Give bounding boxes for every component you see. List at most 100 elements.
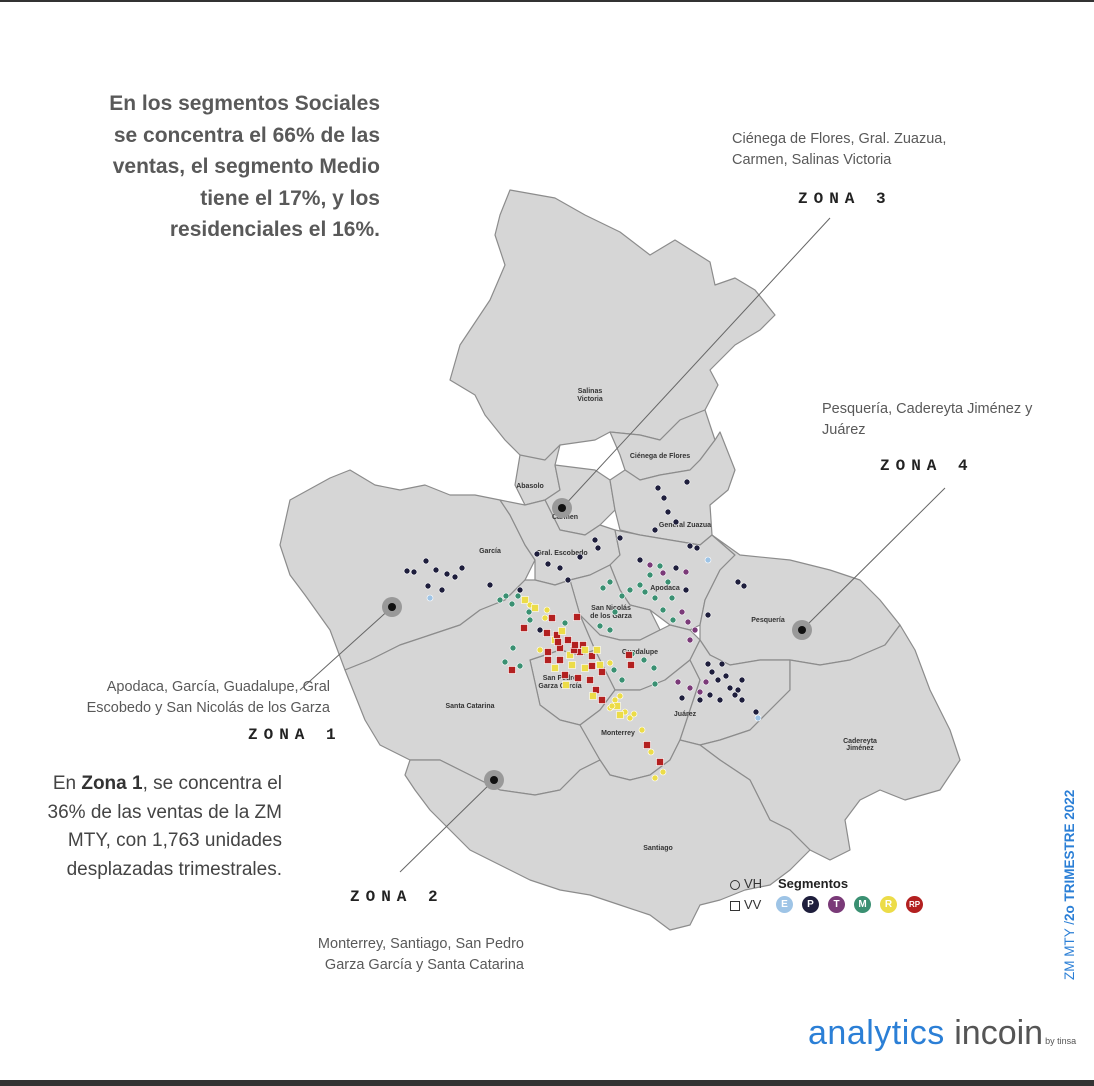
- sale-point: [581, 646, 589, 654]
- logo-part: incoin: [944, 1014, 1044, 1052]
- sale-point: [521, 596, 529, 604]
- sale-point: [636, 556, 644, 564]
- sale-point: [422, 557, 430, 565]
- sale-point: [525, 608, 533, 616]
- zone1-desc-line: Apodaca, García, Guadalupe, Gral: [106, 679, 330, 695]
- sale-point: [564, 636, 572, 644]
- sale-point: [616, 692, 624, 700]
- bottom-rule: [0, 1080, 1094, 1086]
- label-santa-catarina: Santa Catarina: [445, 703, 494, 710]
- sale-point: [586, 676, 594, 684]
- zone-pointers: [299, 217, 946, 873]
- sale-point: [458, 564, 466, 572]
- sale-point: [536, 626, 544, 634]
- sale-point: [672, 518, 680, 526]
- sale-point: [660, 494, 668, 502]
- zone2-marker-dot: [490, 776, 498, 784]
- sale-point: [606, 659, 614, 667]
- zone1-marker-dot: [388, 603, 396, 611]
- zone4-desc-line: Pesquería, Cadereyta Jiménez y: [822, 401, 1033, 417]
- headline-line: tiene el 17%, y los: [200, 186, 380, 210]
- sale-point: [611, 696, 619, 704]
- sale-point: [616, 534, 624, 542]
- sale-point: [581, 664, 589, 672]
- sale-point: [646, 561, 654, 569]
- label-guadalupe: Guadalupe: [622, 649, 658, 656]
- sale-point: [548, 614, 556, 622]
- zone2-label: ZONA 2: [350, 888, 444, 906]
- sale-point: [682, 568, 690, 576]
- segment-badge-e: E: [776, 896, 793, 913]
- sale-point: [693, 544, 701, 552]
- sale-point: [683, 478, 691, 486]
- sale-point: [554, 638, 562, 646]
- sale-point: [531, 604, 539, 612]
- sale-point: [659, 606, 667, 614]
- sale-point: [659, 569, 667, 577]
- label-abasolo: Abasolo: [516, 483, 544, 490]
- sale-point: [704, 611, 712, 619]
- sale-point: [544, 656, 552, 664]
- sale-point: [608, 702, 616, 710]
- sale-point: [734, 578, 742, 586]
- sale-point: [702, 678, 710, 686]
- sale-point: [571, 641, 579, 649]
- sale-point: [561, 619, 569, 627]
- analytics-incoin-logo: analytics incoin by tinsa: [808, 1014, 1076, 1053]
- zone1-description: Apodaca, García, Guadalupe, Gral Escobed…: [40, 677, 330, 719]
- sale-point: [561, 671, 569, 679]
- label-escobedo: Gral. Escobedo: [536, 550, 587, 557]
- legend-vh: VH: [730, 876, 762, 891]
- label-zuazua: General Zuazua: [659, 522, 711, 529]
- sale-point: [669, 616, 677, 624]
- headline-line: residenciales el 16%.: [169, 218, 380, 241]
- sale-point: [664, 508, 672, 516]
- segment-badge-t: T: [828, 896, 845, 913]
- sale-point: [443, 570, 451, 578]
- segment-badge-m: M: [854, 896, 871, 913]
- sale-point: [618, 676, 626, 684]
- headline: En los segmentos Sociales se concentra e…: [60, 88, 380, 246]
- map-shape: [279, 189, 961, 931]
- sale-point: [544, 560, 552, 568]
- sale-point: [754, 714, 762, 722]
- logo-part: by tinsa: [1045, 1036, 1077, 1046]
- sale-point: [678, 608, 686, 616]
- segment-badge-p: P: [802, 896, 819, 913]
- sale-point: [611, 608, 619, 616]
- sale-point: [651, 594, 659, 602]
- legend-title: Segmentos: [778, 876, 849, 891]
- sale-point: [659, 768, 667, 776]
- sale-point: [636, 581, 644, 589]
- sale-point: [718, 660, 726, 668]
- sale-point: [508, 666, 516, 674]
- sale-point: [626, 586, 634, 594]
- zone4-description: Pesquería, Cadereyta Jiménez y Juárez: [822, 399, 1032, 441]
- region-general-zuazua: [609, 431, 736, 546]
- label-apodaca: Apodaca: [650, 585, 680, 592]
- sale-point: [708, 668, 716, 676]
- sale-point: [664, 578, 672, 586]
- sale-point: [686, 542, 694, 550]
- headline-line: En los segmentos Sociales: [109, 92, 380, 115]
- zone3-marker-dot: [558, 504, 566, 512]
- sale-point: [509, 644, 517, 652]
- sale-point: [588, 662, 596, 670]
- sale-point: [627, 661, 635, 669]
- sale-point: [672, 564, 680, 572]
- sale-point: [716, 696, 724, 704]
- sale-point: [451, 573, 459, 581]
- sale-point: [656, 562, 664, 570]
- region-cadereyta: [699, 624, 961, 861]
- sale-point: [596, 661, 604, 669]
- logo-part: analytics: [808, 1014, 945, 1052]
- sale-point: [432, 566, 440, 574]
- zone1-summary: En Zona 1, se concentra el 36% de las ve…: [20, 770, 282, 884]
- sale-point: [556, 656, 564, 664]
- zone3-desc-line: Carmen, Salinas Victoria: [732, 152, 892, 168]
- sale-point: [641, 588, 649, 596]
- legend-vv: VV: [730, 897, 761, 912]
- sale-point: [508, 600, 516, 608]
- square-icon: [730, 900, 740, 911]
- sale-point: [526, 616, 534, 624]
